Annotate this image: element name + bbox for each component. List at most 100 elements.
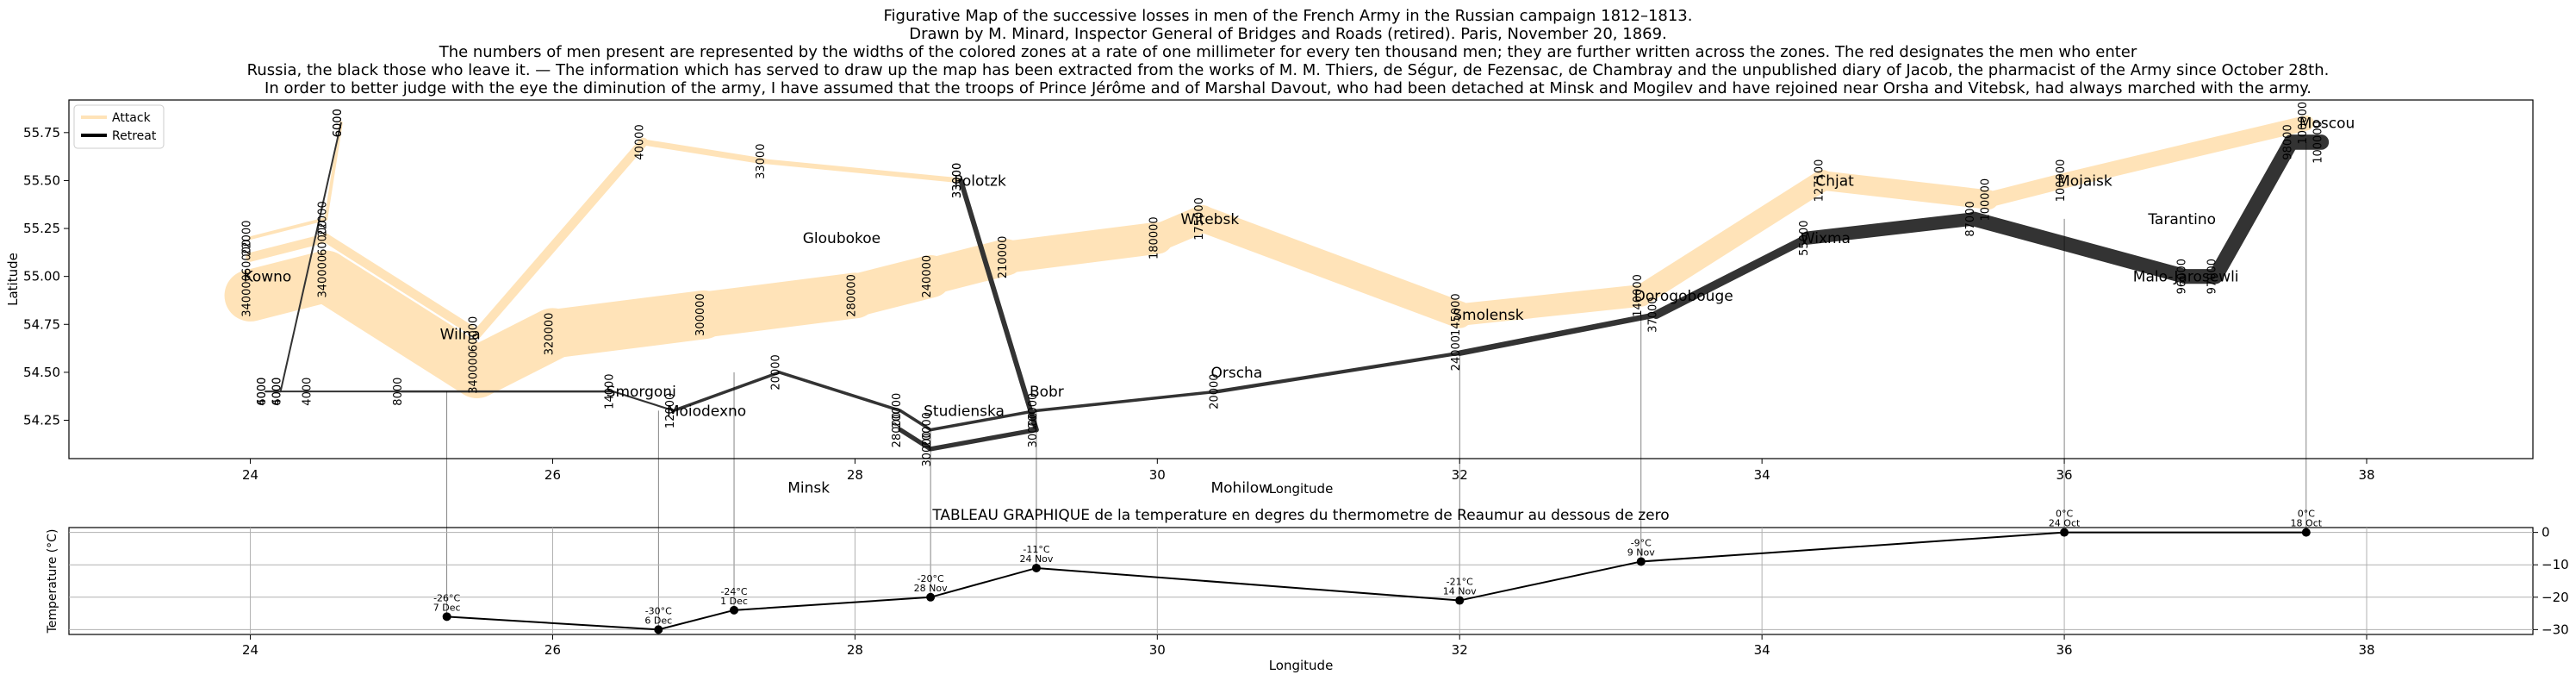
retreat-segment xyxy=(2207,134,2299,284)
retreat-count-label: 4000 xyxy=(256,378,269,406)
retreat-segment xyxy=(672,371,781,413)
temperature-x-tick-label: 24 xyxy=(242,642,258,658)
map-x-tick-label: 30 xyxy=(1149,467,1166,483)
temperature-x-tick-label: 28 xyxy=(847,642,863,658)
temperature-date-label: 24 Oct xyxy=(2049,518,2081,529)
retreat-count-label: 12000 xyxy=(664,393,677,428)
temperature-y-tick-label: −20 xyxy=(2542,590,2569,605)
title-line: The numbers of men present are represent… xyxy=(439,43,2137,61)
retreat-segment xyxy=(612,390,675,412)
retreat-count-label: 28000 xyxy=(891,412,904,447)
map-x-tick-label: 28 xyxy=(847,467,863,483)
attack-segment xyxy=(2056,115,2314,189)
retreat-count-label: 8000 xyxy=(392,378,405,406)
map-y-axis-label: Latitude xyxy=(5,253,21,306)
army-flows xyxy=(224,115,2330,452)
map-y-tick-label: 55.75 xyxy=(23,125,60,141)
retreat-count-label: 100000 xyxy=(2312,121,2324,164)
attack-count-label: 33000 xyxy=(951,163,964,198)
figure-title: Figurative Map of the successive losses … xyxy=(247,7,2330,97)
map-ticks: 24 26 28 30 32 34 36 3854.2554.5054.7555.0055.2… xyxy=(23,125,2374,483)
retreat-count-label: 55000 xyxy=(1798,220,1811,255)
temperature-x-tick-label: 26 xyxy=(544,642,561,658)
attack-count-label: 300000 xyxy=(694,293,707,336)
temperature-date-label: 7 Dec xyxy=(433,602,461,613)
retreat-count-label: 4000 xyxy=(271,378,284,406)
temperature-point xyxy=(926,592,936,602)
temperature-chart-title: TABLEAU GRAPHIQUE de la temperature en d… xyxy=(931,507,1669,524)
retreat-segment xyxy=(929,409,1038,432)
retreat-segment xyxy=(777,371,902,413)
city-label: Wilna xyxy=(440,326,481,343)
attack-segment xyxy=(1189,205,1473,328)
map-x-tick-label: 26 xyxy=(544,467,561,483)
city-labels: Kowno Wilna Smorgoni Moiodexno Gloubokoe Mins… xyxy=(244,116,2355,497)
city-label: Gloubokoe xyxy=(803,230,880,247)
city-label: Malo-Jarosewli xyxy=(2133,269,2239,286)
city-label: Wixma xyxy=(1801,230,1851,247)
title-line: Drawn by M. Minard, Inspector General of… xyxy=(909,25,1667,43)
troop-count-labels: 340000 340000 340000 320000 300000 280000 2400… xyxy=(241,102,2325,467)
attack-segment xyxy=(1981,172,2072,208)
map-y-tick-label: 55.25 xyxy=(23,221,60,236)
city-label: Orscha xyxy=(1210,365,1262,382)
temperature-x-axis-label: Longitude xyxy=(1269,658,1334,673)
legend-attack-label: Attack xyxy=(112,111,152,125)
temperature-date-label: 18 Oct xyxy=(2291,518,2323,529)
temperature-x-tick-label: 34 xyxy=(1754,642,1770,658)
temperature-x-tick-label: 36 xyxy=(2056,642,2073,658)
temperature-point xyxy=(2060,528,2069,537)
retreat-count-label: 98000 xyxy=(2281,124,2294,159)
temperature-y-tick-label: −10 xyxy=(2542,557,2569,572)
temperature-value-label: -30°C xyxy=(645,605,672,616)
map-y-tick-label: 54.75 xyxy=(23,316,60,332)
retreat-count-label: 6000 xyxy=(332,109,345,137)
temperature-date-label: 14 Nov xyxy=(1443,586,1477,597)
retreat-count-label: 30000 xyxy=(921,431,934,466)
attack-count-label: 340000 xyxy=(468,351,481,394)
attack-segment xyxy=(1630,170,1833,307)
map-axes-frame xyxy=(68,99,2534,459)
retreat-segment xyxy=(928,427,1039,452)
city-label: Smorgoni xyxy=(607,384,676,401)
city-label: Witebsk xyxy=(1180,211,1239,228)
attack-segment xyxy=(681,272,878,338)
temperature-y-tick-label: −30 xyxy=(2542,622,2569,637)
legend-retreat-label: Retreat xyxy=(112,129,157,143)
attack-segment xyxy=(990,222,1173,273)
map-x-tick-label: 34 xyxy=(1754,467,1770,483)
retreat-segment xyxy=(1652,234,1812,320)
city-label: Studienska xyxy=(924,403,1005,420)
temperature-point xyxy=(654,625,663,634)
temperature-axes-frame xyxy=(68,527,2534,635)
attack-count-label: 210000 xyxy=(997,236,1010,279)
title-line: In order to better judge with the eye th… xyxy=(264,79,2312,97)
retreat-segment xyxy=(1035,390,1220,413)
attack-segment xyxy=(472,137,649,339)
attack-segment xyxy=(246,233,331,262)
city-label: Dorogobouge xyxy=(1634,288,1733,305)
temperature-line xyxy=(446,531,2306,631)
temperature-date-label: 24 Nov xyxy=(1019,553,1053,565)
retreat-count-label: 4000 xyxy=(302,378,314,406)
temperature-value-label: -20°C xyxy=(918,573,944,584)
retreat-segment xyxy=(1966,211,2193,284)
retreat-count-label: 6000 xyxy=(256,378,269,406)
attack-segment xyxy=(640,139,768,165)
temperature-point xyxy=(442,612,451,622)
temperature-value-label: 0°C xyxy=(2298,509,2315,520)
temperature-value-label: -24°C xyxy=(720,586,747,597)
attack-segment xyxy=(762,159,964,184)
temperature-y-tick-label: 0 xyxy=(2542,525,2550,540)
attack-count-label: 140000 xyxy=(1632,274,1645,317)
retreat-segment xyxy=(279,122,342,393)
temperature-grid xyxy=(69,528,2533,634)
city-label: Tarantino xyxy=(2147,211,2216,228)
temperature-x-tick-label: 38 xyxy=(2358,642,2374,658)
attack-segment xyxy=(1448,284,1652,326)
temperature-point xyxy=(1636,557,1646,566)
title-line: Russia, the black those who leave it. — … xyxy=(247,61,2330,79)
attack-count-label: 100000 xyxy=(2297,102,2310,145)
attack-count-label: 175000 xyxy=(1193,197,1206,241)
